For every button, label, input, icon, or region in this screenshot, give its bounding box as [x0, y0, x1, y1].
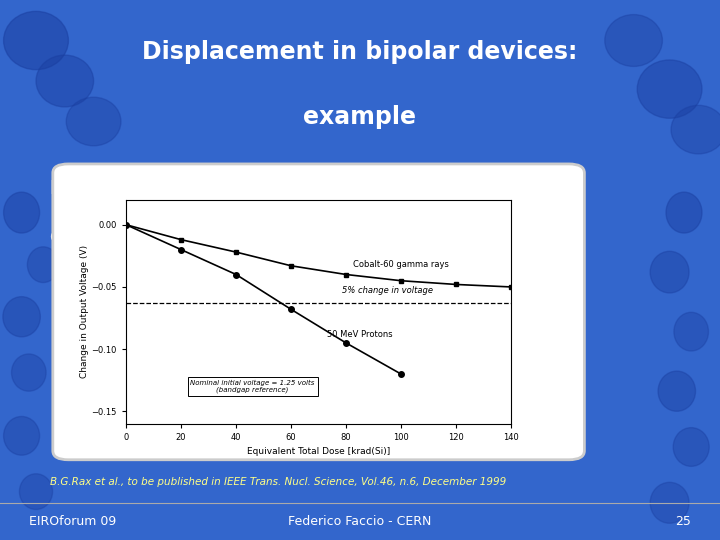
Text: B.G.Rax et al., to be published in IEEE Trans. Nucl. Science, Vol.46, n.6, Decem: B.G.Rax et al., to be published in IEEE … [50, 477, 507, 487]
Ellipse shape [650, 482, 689, 523]
Ellipse shape [19, 474, 53, 510]
Ellipse shape [3, 296, 40, 337]
Y-axis label: Change in Output Voltage (V): Change in Output Voltage (V) [80, 245, 89, 379]
Ellipse shape [671, 105, 720, 154]
X-axis label: Equivalent Total Dose [krad(Si)]: Equivalent Total Dose [krad(Si)] [247, 448, 390, 456]
Ellipse shape [650, 251, 689, 293]
Ellipse shape [605, 15, 662, 66]
Ellipse shape [637, 60, 702, 118]
Ellipse shape [27, 247, 59, 282]
Text: Cobalt-60 gamma rays: Cobalt-60 gamma rays [354, 260, 449, 269]
Ellipse shape [674, 312, 708, 351]
Ellipse shape [36, 55, 94, 107]
Text: Federico Faccio - CERN: Federico Faccio - CERN [288, 515, 432, 528]
Text: 50 MeV Protons: 50 MeV Protons [327, 330, 392, 339]
Ellipse shape [666, 192, 702, 233]
Text: Displacement in bipolar devices:: Displacement in bipolar devices: [143, 40, 577, 64]
Text: Nominal initial voltage = 1.25 volts
(bandgap reference): Nominal initial voltage = 1.25 volts (ba… [190, 380, 315, 393]
Ellipse shape [12, 354, 46, 391]
Text: 25: 25 [675, 515, 691, 528]
Ellipse shape [673, 428, 709, 467]
Ellipse shape [658, 371, 696, 411]
Ellipse shape [66, 97, 121, 146]
Text: EIROforum 09: EIROforum 09 [29, 515, 116, 528]
FancyBboxPatch shape [53, 164, 585, 460]
Text: example: example [304, 105, 416, 129]
Text: of TID and displacement add up!: of TID and displacement add up! [50, 227, 409, 246]
Ellipse shape [4, 192, 40, 233]
Text: 5% change in voltage: 5% change in voltage [342, 286, 433, 295]
Text: LM117 positive voltage regulator; effect: LM117 positive voltage regulator; effect [50, 179, 495, 198]
Ellipse shape [4, 11, 68, 70]
Ellipse shape [4, 416, 40, 455]
